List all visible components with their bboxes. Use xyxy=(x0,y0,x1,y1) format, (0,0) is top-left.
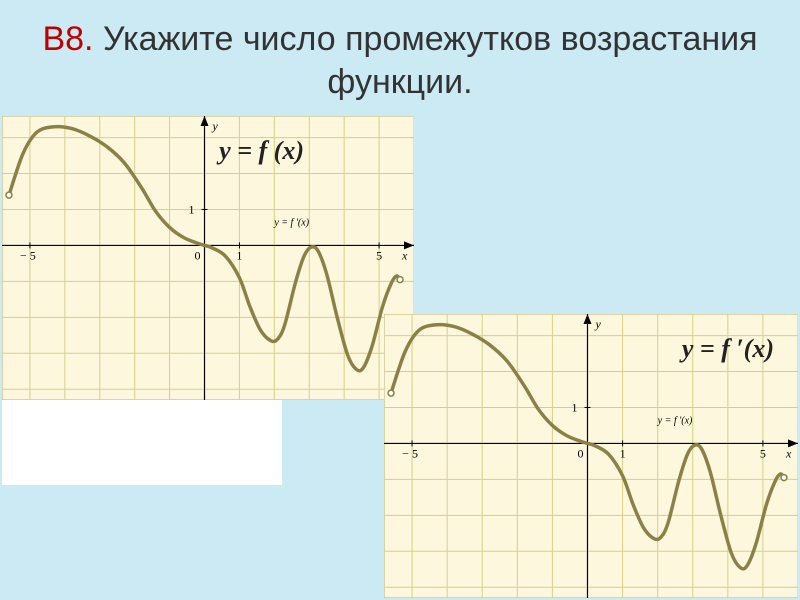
svg-text:0: 0 xyxy=(577,446,583,460)
svg-text:y: y xyxy=(594,317,601,331)
svg-text:x: x xyxy=(401,248,408,262)
svg-text:y = f '(x): y = f '(x) xyxy=(273,218,309,229)
title-prefix: В8. xyxy=(42,20,93,58)
svg-text:0: 0 xyxy=(195,248,201,262)
graph-panel-f: y x 0 1 5 − 5 1 y = f '(x) y = f (x) xyxy=(2,116,414,400)
formula-label-f: y = f (x) xyxy=(219,136,304,166)
white-patch xyxy=(2,400,282,485)
slide-title: В8. Укажите число промежутков возрастани… xyxy=(0,0,800,103)
formula-label-fprime: y = f ′(x) xyxy=(682,334,774,364)
svg-text:− 5: − 5 xyxy=(20,248,36,262)
svg-text:y = f '(x): y = f '(x) xyxy=(657,416,693,427)
graph-svg-f: y x 0 1 5 − 5 1 y = f '(x) xyxy=(2,116,414,400)
svg-text:5: 5 xyxy=(760,446,766,460)
svg-text:1: 1 xyxy=(189,202,195,216)
graph-panel-fprime: y x 0 1 5 − 5 1 y = f '(x) y = f ′(x) xyxy=(384,314,798,598)
svg-text:y: y xyxy=(212,119,219,133)
svg-text:5: 5 xyxy=(376,248,382,262)
svg-text:x: x xyxy=(785,446,792,460)
title-rest: Укажите число промежутков возрастания фу… xyxy=(94,20,758,101)
svg-text:1: 1 xyxy=(620,446,626,460)
svg-text:1: 1 xyxy=(571,400,577,414)
svg-text:− 5: − 5 xyxy=(402,446,418,460)
svg-text:1: 1 xyxy=(236,248,242,262)
